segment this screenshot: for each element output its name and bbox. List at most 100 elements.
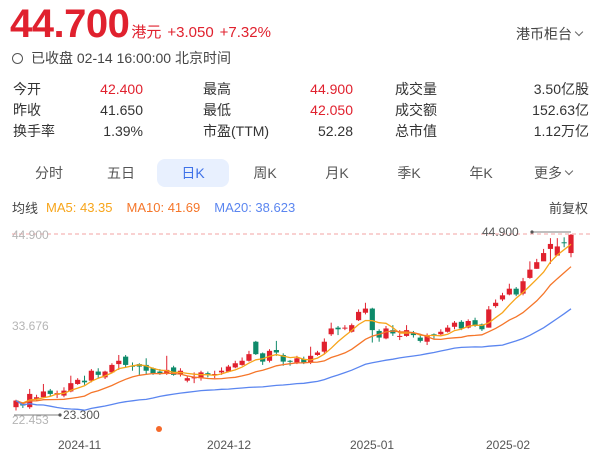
ma10-value: MA10: 41.69 (126, 200, 201, 215)
tab-2[interactable]: 日K (157, 159, 229, 187)
stat-label: 最高 (203, 80, 231, 97)
market-status-text: 已收盘 02-14 16:00:00 北京时间 (31, 50, 231, 66)
candle-body (424, 335, 430, 342)
candle-body (458, 321, 464, 329)
candle-body (123, 356, 129, 365)
ma10-line (15, 266, 572, 405)
stat-label: 总市值 (395, 122, 437, 139)
tab-label: 五日 (107, 165, 135, 181)
y-axis-min: 22.453 (12, 413, 49, 427)
moving-average-legend: 均线 MA5: 43.35 MA10: 41.69 MA20: 38.623 前… (12, 198, 588, 217)
candle-body (253, 341, 259, 355)
candle-body (465, 321, 471, 328)
candle-body (554, 246, 560, 256)
tab-label: 日K (181, 165, 205, 181)
price-header: 44.700 港元 +3.050 +7.32% (10, 4, 271, 44)
tab-4[interactable]: 月K (301, 159, 373, 187)
stat-label: 昨收 (13, 101, 41, 118)
candle-body (308, 355, 314, 363)
stat-label: 最低 (203, 101, 231, 118)
low-marker-dot (58, 413, 62, 417)
candle-body (342, 327, 348, 329)
tab-3[interactable]: 周K (229, 159, 301, 187)
ma5-line (15, 243, 572, 404)
candle-body (164, 369, 170, 375)
candle-body (383, 328, 389, 339)
candle-body (328, 328, 334, 335)
stat-label: 成交额 (395, 101, 437, 118)
account-selector-label: 港币柜台 (516, 26, 572, 42)
candle-body (506, 288, 512, 295)
candle-body (218, 370, 225, 373)
stat-value: 42.050 (310, 101, 353, 118)
market-closed-icon (12, 52, 23, 64)
currency-label: 港元 (131, 24, 162, 41)
candle-body (232, 363, 238, 368)
chart-canvas: 44.900 23.300 (12, 225, 590, 432)
stats-row: 昨收 41.650 最低 42.050 成交额 152.63亿 (13, 99, 589, 120)
candlestick-chart[interactable]: 44.900 23.300 44.900 33.676 22.453 2024-1… (0, 220, 600, 460)
x-axis-label: 2024-12 (207, 438, 252, 452)
tab-label: 分时 (35, 165, 63, 181)
stat-value: 1.39% (103, 122, 143, 139)
candle-body (109, 364, 115, 373)
candle-body (547, 243, 554, 249)
tab-5[interactable]: 季K (373, 159, 445, 187)
candle-body (486, 309, 492, 328)
tab-7[interactable]: 更多 (517, 159, 589, 187)
ma20-line (15, 308, 572, 411)
candle-body (369, 308, 375, 331)
candle-body (321, 341, 327, 352)
candle-body (472, 320, 478, 326)
account-selector[interactable]: 港币柜台 (516, 24, 584, 44)
chevron-down-icon (564, 166, 574, 176)
candle-body (397, 335, 403, 337)
stat-label: 今开 (13, 80, 41, 97)
candle-body (273, 350, 279, 353)
candle-body (239, 360, 245, 365)
stat-value: 52.28 (317, 122, 353, 139)
candle-body (116, 360, 122, 365)
candle-body (362, 308, 369, 313)
stat-label: 市盈(TTM) (203, 122, 270, 139)
stat-value: 42.400 (100, 80, 143, 97)
candle-body (513, 288, 519, 295)
price-adjust-selector[interactable]: 前复权 (548, 201, 588, 216)
candle-body (301, 359, 307, 363)
candle-body (527, 269, 533, 278)
x-axis-label: 2024-11 (58, 438, 102, 452)
candle-body (417, 337, 423, 341)
candle-body (349, 325, 355, 332)
tab-1[interactable]: 五日 (85, 159, 157, 187)
candle-body (314, 352, 321, 355)
high-marker-dot (530, 230, 534, 234)
candle-body (568, 234, 574, 254)
price-change: +3.050 (167, 24, 214, 41)
tab-label: 月K (325, 165, 349, 181)
candle-body (390, 330, 396, 334)
stat-label: 换手率 (13, 122, 55, 139)
stat-value: 44.900 (310, 80, 353, 97)
candle-body (150, 368, 156, 374)
candle-body (191, 377, 197, 379)
candle-body (143, 364, 149, 371)
candle-body (335, 327, 341, 330)
candle-body (205, 373, 211, 375)
candle-body (81, 380, 88, 383)
candle-body (451, 322, 458, 327)
last-price: 44.700 (10, 2, 130, 46)
candle-body (438, 331, 444, 335)
y-axis-max: 44.900 (12, 228, 49, 242)
candle-body (445, 327, 451, 332)
tab-0[interactable]: 分时 (13, 159, 85, 187)
candle-body (225, 366, 232, 372)
candle-body (88, 370, 94, 381)
candle-body (68, 383, 74, 392)
chevron-down-icon (574, 27, 584, 37)
candle-body (499, 295, 506, 300)
tab-6[interactable]: 年K (445, 159, 517, 187)
candle-body (95, 371, 101, 375)
x-axis-label: 2025-01 (350, 438, 395, 452)
candle-body (479, 324, 485, 330)
candle-body (170, 367, 177, 375)
